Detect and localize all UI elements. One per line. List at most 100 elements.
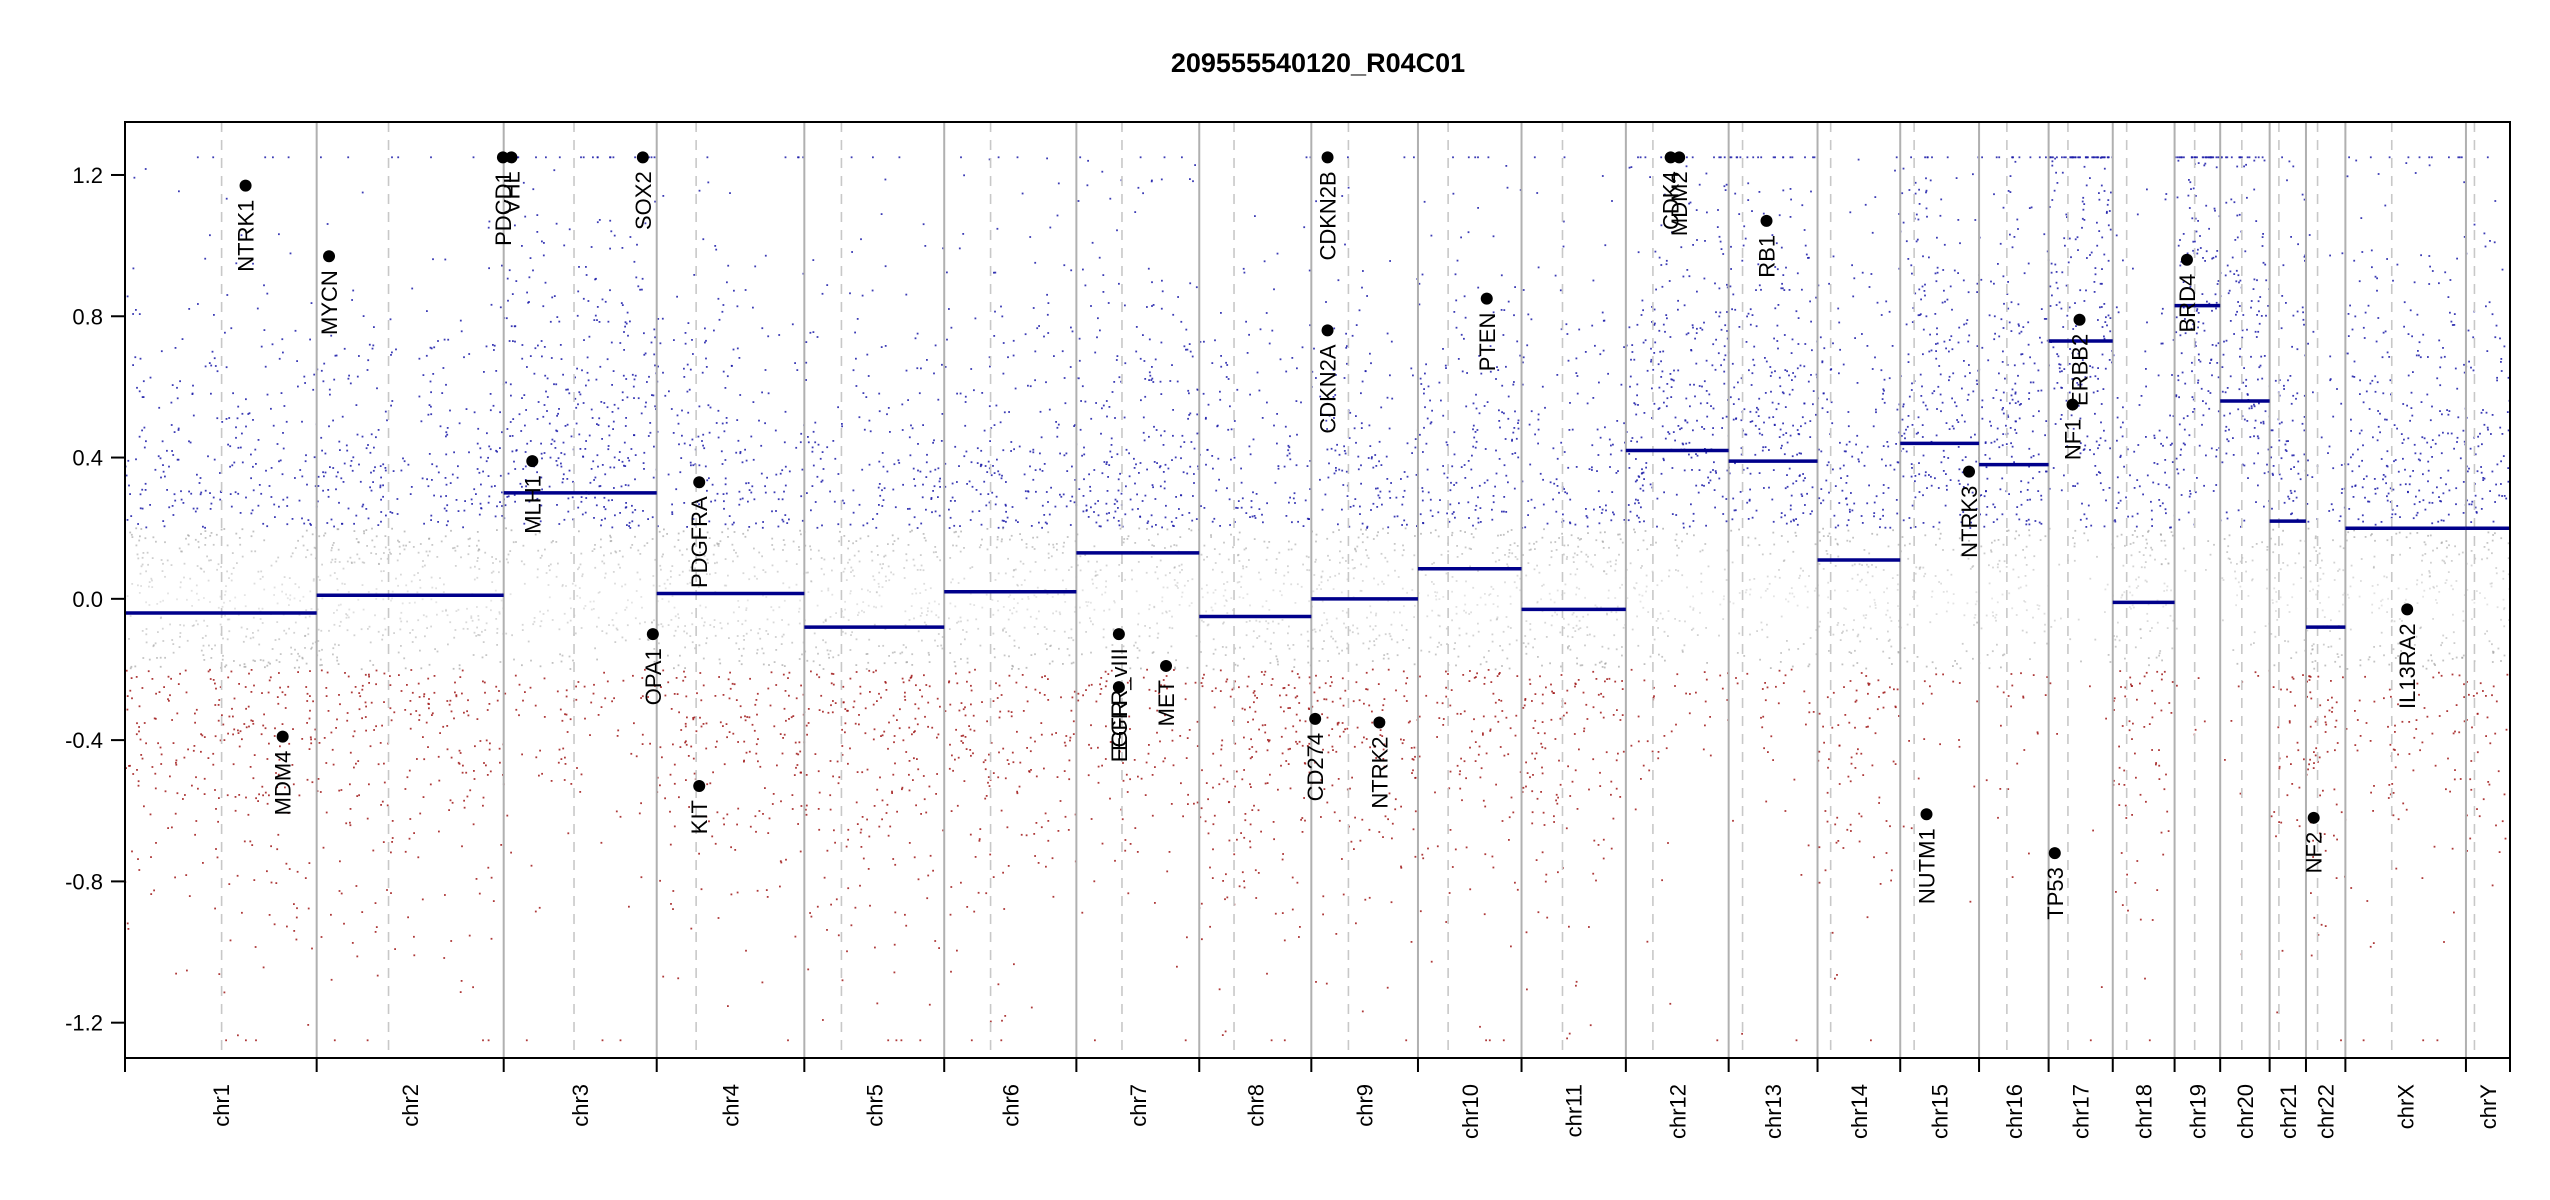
probe-point xyxy=(894,863,897,866)
probe-point xyxy=(1244,708,1246,711)
probe-point xyxy=(907,399,909,401)
probe-point xyxy=(715,422,718,424)
probe-point xyxy=(488,445,491,448)
probe-point xyxy=(476,442,479,445)
probe-point xyxy=(1206,624,1209,627)
probe-point xyxy=(1275,655,1278,658)
probe-point xyxy=(365,447,368,450)
probe-point xyxy=(1292,497,1295,500)
probe-point xyxy=(1090,506,1092,509)
probe-point xyxy=(1045,628,1048,630)
probe-point xyxy=(312,642,314,645)
probe-point xyxy=(1276,252,1279,255)
probe-point xyxy=(994,310,996,313)
probe-point xyxy=(1294,543,1297,546)
probe-point xyxy=(1252,491,1254,494)
probe-point xyxy=(239,730,242,733)
probe-point xyxy=(1028,770,1030,772)
probe-point xyxy=(919,614,922,617)
probe-point xyxy=(934,468,937,471)
probe-point xyxy=(1120,713,1123,716)
probe-point xyxy=(857,611,860,614)
probe-point xyxy=(703,554,706,557)
probe-point xyxy=(1273,838,1275,841)
probe-point xyxy=(1008,635,1011,637)
probe-point xyxy=(664,394,667,397)
probe-point xyxy=(358,541,360,544)
probe-point xyxy=(826,929,828,931)
probe-point xyxy=(1161,596,1164,599)
probe-point xyxy=(812,430,815,433)
probe-point xyxy=(1053,630,1056,632)
probe-point xyxy=(644,352,647,355)
probe-point xyxy=(287,812,290,814)
probe-point xyxy=(750,629,752,632)
probe-point xyxy=(740,663,743,666)
probe-point xyxy=(233,660,235,662)
probe-point xyxy=(409,713,412,716)
probe-point xyxy=(515,708,518,711)
probe-point xyxy=(1196,413,1199,416)
probe-point xyxy=(1242,567,1245,570)
probe-point xyxy=(233,461,236,464)
probe-point xyxy=(765,596,768,598)
probe-point xyxy=(299,469,302,471)
probe-point xyxy=(228,618,231,621)
probe-point xyxy=(259,578,262,580)
probe-point xyxy=(873,605,875,608)
probe-point xyxy=(1309,488,1311,490)
probe-point xyxy=(1120,380,1122,383)
probe-point xyxy=(1177,296,1179,298)
probe-point xyxy=(400,620,403,623)
probe-point xyxy=(978,510,981,512)
probe-point xyxy=(218,699,221,701)
probe-point xyxy=(289,252,292,255)
probe-point xyxy=(317,475,320,478)
probe-point xyxy=(541,240,543,243)
probe-point xyxy=(693,716,696,719)
probe-point xyxy=(279,686,281,689)
probe-point xyxy=(131,583,134,585)
probe-point xyxy=(572,659,574,662)
probe-point xyxy=(917,878,920,881)
probe-point xyxy=(1207,832,1210,835)
probe-point xyxy=(323,362,326,365)
probe-point xyxy=(1002,747,1005,750)
probe-point xyxy=(723,507,725,510)
probe-point xyxy=(576,595,579,597)
probe-point xyxy=(984,465,987,467)
probe-point xyxy=(417,619,420,622)
probe-point xyxy=(1192,180,1194,183)
probe-point xyxy=(512,340,514,342)
probe-point xyxy=(878,571,881,574)
probe-point xyxy=(862,392,865,394)
probe-point xyxy=(1283,465,1286,468)
probe-point xyxy=(375,436,377,439)
probe-point xyxy=(957,535,960,538)
probe-point xyxy=(173,431,176,433)
probe-point xyxy=(273,586,276,589)
probe-point xyxy=(251,720,254,722)
probe-point xyxy=(937,496,939,498)
probe-point xyxy=(241,432,243,435)
probe-point xyxy=(227,676,230,679)
probe-point xyxy=(224,590,227,593)
probe-point xyxy=(278,672,280,674)
probe-point xyxy=(1253,538,1256,540)
probe-point xyxy=(1303,797,1305,799)
probe-point xyxy=(1090,651,1092,654)
probe-point xyxy=(963,455,966,458)
probe-point xyxy=(1230,597,1233,599)
probe-point xyxy=(788,518,790,521)
probe-point xyxy=(904,691,906,694)
probe-point xyxy=(1261,417,1264,419)
probe-point xyxy=(774,429,777,432)
probe-point xyxy=(798,610,800,613)
probe-point xyxy=(844,722,847,725)
probe-point xyxy=(1303,762,1306,764)
probe-point xyxy=(793,774,796,776)
probe-point xyxy=(259,618,262,620)
probe-point xyxy=(955,530,957,533)
probe-point xyxy=(356,955,359,958)
probe-point xyxy=(1293,666,1296,668)
